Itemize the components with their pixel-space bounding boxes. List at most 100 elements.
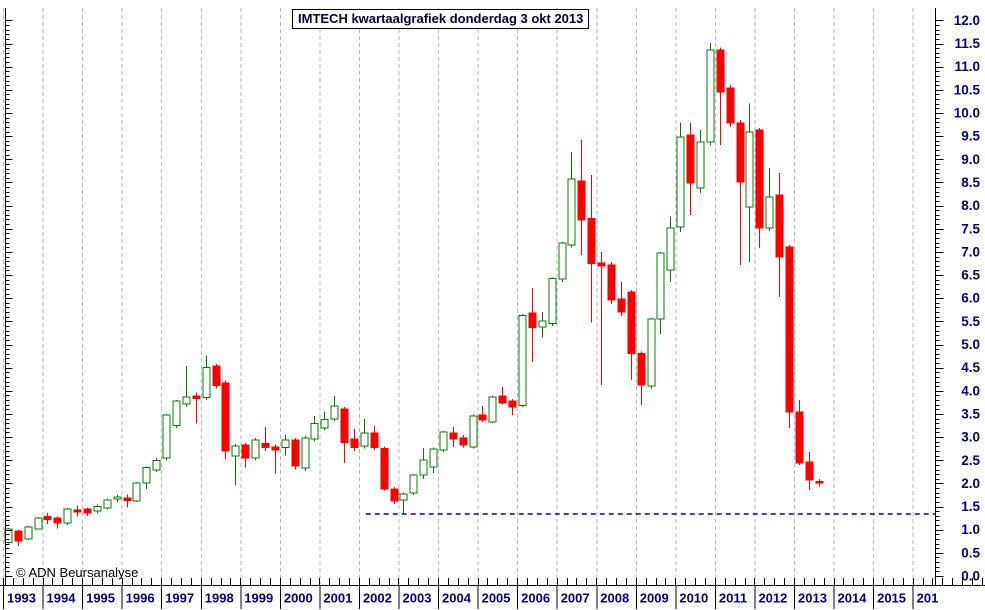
x-axis-year-label: 2014 xyxy=(838,591,868,606)
candle-body-up xyxy=(281,439,290,448)
y-axis-label: 10.5 xyxy=(954,82,981,97)
y-axis-label: 4.5 xyxy=(961,360,980,375)
candle-body-up xyxy=(142,467,151,484)
candle-body-up xyxy=(24,526,33,540)
candle-body-up xyxy=(439,431,448,451)
x-axis-year-label: 2015 xyxy=(877,591,906,606)
candle-body-down xyxy=(73,509,82,513)
candle-body-down xyxy=(241,444,250,459)
y-axis-label: 7.0 xyxy=(961,244,980,259)
chart-title-box: IMTECH kwartaalgrafiek donderdag 3 okt 2… xyxy=(292,9,590,29)
candle-body-down xyxy=(261,443,270,449)
candle-body-up xyxy=(202,367,211,399)
candle-body-down xyxy=(14,530,23,542)
y-axis-label: 2.5 xyxy=(961,453,980,468)
candle-body-up xyxy=(666,227,675,271)
candle-body-up xyxy=(63,508,72,524)
candle-body-down xyxy=(617,298,626,313)
y-axis-label: 3.5 xyxy=(961,406,980,421)
candle-body-down xyxy=(478,414,487,421)
chart-title: IMTECH kwartaalgrafiek donderdag 3 okt 2… xyxy=(298,11,584,26)
candle-body-up xyxy=(152,460,161,471)
y-axis-label: 0.0 xyxy=(961,569,980,584)
candle-body-up xyxy=(251,439,260,459)
candle-body-down xyxy=(785,246,794,413)
candle-body-down xyxy=(528,312,537,328)
candle-body-down xyxy=(577,180,586,221)
y-axis-label: 7.5 xyxy=(961,221,980,236)
x-axis-year-label: 1999 xyxy=(244,591,273,606)
candle-body-up xyxy=(182,396,191,405)
candle-body-down xyxy=(637,352,646,386)
candle-body-up xyxy=(548,277,557,325)
candle-body-up xyxy=(162,414,171,459)
candle-body-down xyxy=(291,439,300,467)
candle-body-down xyxy=(390,488,399,502)
candle-body-down xyxy=(607,264,616,301)
y-axis-label: 8.0 xyxy=(961,198,980,213)
candle-body-up xyxy=(93,506,102,512)
x-axis-year-label: 2010 xyxy=(679,591,708,606)
candle-body-down xyxy=(212,365,221,387)
candle-body-up xyxy=(745,131,754,208)
candle-body-down xyxy=(508,400,517,408)
y-axis-label: 8.5 xyxy=(961,175,980,190)
x-axis-year-label: 1997 xyxy=(165,591,194,606)
candle-body-down xyxy=(815,481,824,484)
candle-body-down xyxy=(53,517,62,524)
candle-body-down xyxy=(370,432,379,449)
x-axis-year-label: 201 xyxy=(917,591,939,606)
candle-body-down xyxy=(83,508,92,514)
candle-body-up xyxy=(518,314,527,407)
candle-body-up xyxy=(103,499,112,509)
y-axis-label: 1.5 xyxy=(961,499,980,514)
candle-body-up xyxy=(231,445,240,457)
candle-body-up xyxy=(34,517,43,530)
candle-body-up xyxy=(429,448,438,468)
candle-body-up xyxy=(488,396,497,423)
candle-body-down xyxy=(192,395,201,400)
candle-body-down xyxy=(736,122,745,183)
candle-body-down xyxy=(716,49,725,93)
candle-body-down xyxy=(271,446,280,451)
x-axis-year-label: 1993 xyxy=(7,591,36,606)
x-axis-year-label: 1996 xyxy=(126,591,155,606)
y-axis-label: 2.0 xyxy=(961,476,980,491)
x-axis-year-label: 2004 xyxy=(442,591,472,606)
candle-body-down xyxy=(686,134,695,184)
candle-body-down xyxy=(340,408,349,444)
candle-body-up xyxy=(538,320,547,328)
candle-body-up xyxy=(172,400,181,427)
x-axis-year-label: 1995 xyxy=(86,591,115,606)
candle-body-up xyxy=(558,242,567,280)
x-axis-year-label: 2000 xyxy=(284,591,313,606)
candle-body-down xyxy=(587,218,596,264)
candle-body-down xyxy=(350,438,359,449)
y-axis-label: 6.5 xyxy=(961,268,980,283)
x-axis-year-label: 1994 xyxy=(47,591,77,606)
y-axis-label: 5.5 xyxy=(961,314,980,329)
copyright-label: © ADN Beursanalyse xyxy=(16,565,139,580)
y-axis-label: 6.0 xyxy=(961,291,980,306)
candle-body-down xyxy=(755,129,764,229)
x-axis-year-label: 2008 xyxy=(600,591,629,606)
y-axis-label: 12.0 xyxy=(954,13,980,28)
candle-body-up xyxy=(567,178,576,246)
candle-body-up xyxy=(469,415,478,448)
candle-body-down xyxy=(459,437,468,446)
x-axis-year-label: 2012 xyxy=(758,591,787,606)
candle-body-up xyxy=(360,432,369,447)
candle-body-down xyxy=(775,194,784,258)
candle-body-down xyxy=(221,382,230,452)
candle-body-down xyxy=(498,395,507,404)
candle-body-up xyxy=(132,482,141,502)
candle-body-up xyxy=(330,405,339,420)
x-axis-year-label: 2007 xyxy=(561,591,590,606)
candle-body-down xyxy=(43,516,52,521)
candle-body-down xyxy=(627,291,636,354)
candle-body-up xyxy=(676,136,685,228)
y-axis-label: 11.0 xyxy=(954,59,980,74)
candle-body-up xyxy=(399,493,408,501)
candle-body-up xyxy=(310,423,319,440)
